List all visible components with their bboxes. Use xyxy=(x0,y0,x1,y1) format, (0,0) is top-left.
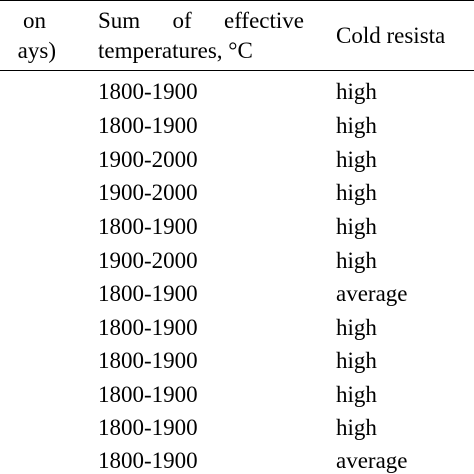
sum-cell: 1900-2000 xyxy=(98,248,198,273)
sum-cell: 1900-2000 xyxy=(98,147,198,172)
cold-cell: high xyxy=(336,147,377,172)
cold-cell: high xyxy=(336,180,377,205)
cold-cell: high xyxy=(336,348,377,373)
cold-cell: high xyxy=(336,315,377,340)
sum-cell: 1800-1900 xyxy=(98,415,198,440)
table-row: 1800-1900 high xyxy=(0,78,474,112)
cold-cell: high xyxy=(336,214,377,239)
sum-cell: 1800-1900 xyxy=(98,315,198,340)
cold-cell: high xyxy=(336,79,377,104)
table-row: 1900-2000 high xyxy=(0,146,474,180)
table-row: 1800-1900 average xyxy=(0,280,474,314)
header-col3: Cold resista xyxy=(336,23,446,48)
header-col1-line1: on xyxy=(23,8,46,33)
sum-cell: 1800-1900 xyxy=(98,348,198,373)
cold-cell: high xyxy=(336,248,377,273)
table-row: 1800-1900 high xyxy=(0,213,474,247)
table-row: 1800-1900 high xyxy=(0,112,474,146)
cold-cell: average xyxy=(336,281,408,306)
table-row: 1800-1900 high xyxy=(0,381,474,415)
table-row: 1800-1900 high xyxy=(0,347,474,381)
table-row: 1800-1900 high xyxy=(0,414,474,448)
sum-cell: 1800-1900 xyxy=(98,281,198,306)
table-row: 1800-1900 average xyxy=(0,447,474,474)
header-col1-line2: ays) xyxy=(17,38,56,63)
sum-cell: 1800-1900 xyxy=(98,382,198,407)
header-col2-line1: Sum of effective xyxy=(98,8,304,33)
sum-cell: 1800-1900 xyxy=(98,79,198,104)
sum-cell: 1800-1900 xyxy=(98,448,198,473)
header-rule xyxy=(0,70,474,71)
sum-cell: 1800-1900 xyxy=(98,214,198,239)
table-row: 1800-1900 high xyxy=(0,314,474,348)
cold-cell: average xyxy=(336,448,408,473)
sum-cell: 1800-1900 xyxy=(98,113,198,138)
cold-cell: high xyxy=(336,415,377,440)
cold-cell: high xyxy=(336,382,377,407)
cold-cell: high xyxy=(336,113,377,138)
header-col2-line2: temperatures, °C xyxy=(98,38,253,63)
table-row: 1900-2000 high xyxy=(0,179,474,213)
table-row: 1900-2000 high xyxy=(0,247,474,281)
table-top-rule xyxy=(0,0,474,1)
sum-cell: 1900-2000 xyxy=(98,180,198,205)
